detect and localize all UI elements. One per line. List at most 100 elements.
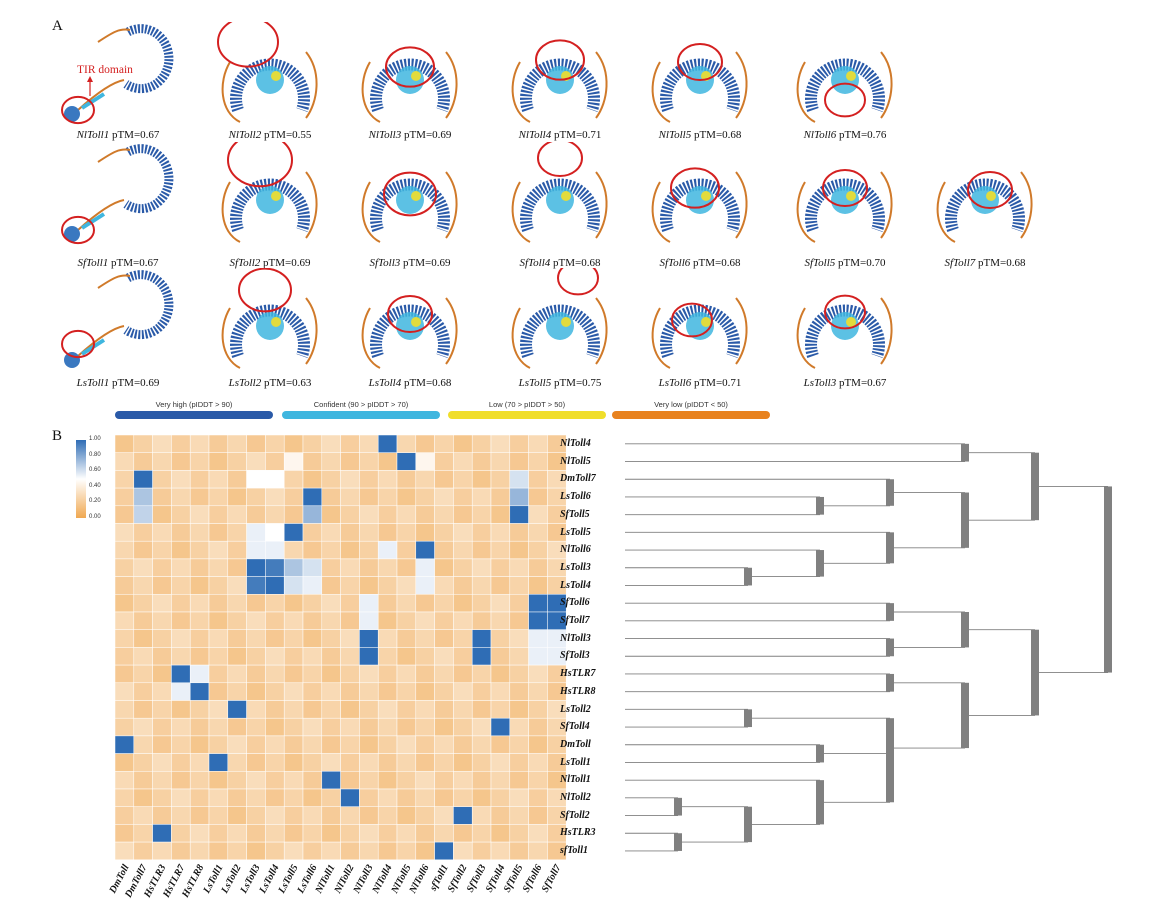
heatmap-cell [208,470,229,489]
heatmap-cell [359,523,379,542]
heatmap-cell [133,470,153,489]
heatmap-cell [528,611,548,630]
row-label: HsTLR7 [560,668,596,680]
heatmap-cell [189,594,210,613]
heatmap-cell [302,505,323,524]
heatmap-cell [171,452,191,471]
heatmap-cell [152,576,172,595]
heatmap-cell [152,647,172,666]
heatmap-cell [208,523,229,542]
heatmap-cell [208,824,229,843]
heatmap-cell [302,664,323,684]
heatmap-cell [227,487,247,507]
heatmap-cell [283,682,304,701]
heatmap-cell [528,717,548,737]
heatmap-cell [377,682,398,701]
heatmap-cell [227,576,247,595]
heatmap-cell [528,505,548,524]
heatmap-cell [377,487,398,507]
heatmap-cell [340,558,360,577]
structure-caption: NlToll4 pTM=0.71 [518,129,602,141]
row-label: SfToll5 [560,508,590,520]
heatmap-cell [471,629,492,648]
heatmap-cell [152,540,172,560]
heatmap-cell [265,558,285,577]
heatmap-cell [246,452,266,471]
heatmap-cell [490,753,511,772]
heatmap-cell [490,523,511,542]
heatmap-cell [377,647,398,666]
structure-caption: NlToll2 pTM=0.55 [228,129,312,141]
heatmap-cell [340,505,360,524]
heatmap-cell [114,771,135,790]
heatmap-cell [133,717,153,737]
tir-circle [671,302,713,338]
heatmap-cell [528,470,548,489]
heatmap-cell [227,841,247,861]
heatmap-cell [246,576,266,595]
heatmap-cell [471,664,492,684]
tir-circle [557,268,599,296]
heatmap-cell [434,487,454,507]
heatmap-cell [396,523,417,542]
heatmap-cell [321,505,341,524]
tir-circle [227,142,293,188]
heatmap-cell [377,717,398,737]
heatmap-cell [528,806,548,825]
heatmap-cell [321,452,341,471]
row-label: LsToll3 [560,561,591,573]
heatmap-cell [133,629,153,648]
heatmap-cell [321,788,341,807]
heatmap-cell [189,735,210,754]
heatmap-cell [152,788,172,807]
heatmap-cell [471,647,492,666]
heatmap-cell [208,664,229,684]
heatmap-cell [359,824,379,843]
heatmap-cell [171,611,191,630]
heatmap-cell [415,682,435,701]
tir-circle [385,46,435,88]
heatmap-cell [359,576,379,595]
heatmap-cell [114,576,135,595]
heatmap-cell [528,682,548,701]
protein-structure [500,22,620,140]
heatmap-cell [152,523,172,542]
protein-structure [785,22,905,140]
heatmap-cell [302,434,323,453]
heatmap-cell [359,682,379,701]
heatmap-cell [189,540,210,560]
heatmap-cell [453,806,473,825]
heatmap-cell [246,700,266,719]
heatmap-cell [377,540,398,560]
tir-circle [217,22,279,68]
heatmap-cell [453,682,473,701]
heatmap-cell [302,735,323,754]
heatmap-cell [528,487,548,507]
heatmap-cell [528,735,548,754]
heatmap-cell [283,717,304,737]
heatmap-cell [453,452,473,471]
heatmap-cell [246,717,266,737]
heatmap-cell [509,700,529,719]
heatmap-cell [227,664,247,684]
heatmap-cell [490,629,511,648]
heatmap-cell [189,505,210,524]
heatmap-cell [359,700,379,719]
colorbar-tick: 0.40 [89,482,101,489]
heatmap-cell [265,664,285,684]
protein-structure [500,142,620,260]
heatmap-cell [509,735,529,754]
heatmap-cell [171,594,191,613]
heatmap-cell [246,771,266,790]
heatmap-cell [359,594,379,613]
heatmap-cell [359,470,379,489]
heatmap-cell [377,735,398,754]
structure-caption: SfToll4 pTM=0.68 [519,257,601,269]
heatmap-cell [133,558,153,577]
heatmap-cell [171,806,191,825]
heatmap-cell [171,824,191,843]
heatmap-cell [152,470,172,489]
heatmap-cell [434,558,454,577]
heatmap-cell [208,771,229,790]
heatmap-cell [208,576,229,595]
